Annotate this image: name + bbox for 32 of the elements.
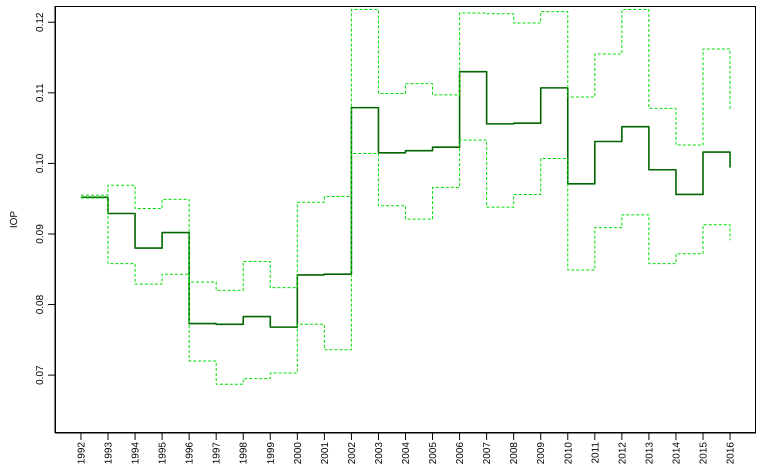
y-tick-label: 0.09: [35, 224, 46, 244]
x-tick-label: 1997: [212, 442, 223, 464]
y-tick-label: 0.11: [35, 83, 46, 102]
y-axis-title: IOP: [9, 210, 20, 228]
x-tick-label: 1993: [104, 442, 115, 464]
x-tick-label: 1996: [184, 442, 196, 464]
y-tick-label: 0.10: [35, 153, 46, 174]
y-tick-label: 0.07: [35, 364, 46, 385]
x-tick-label: 2006: [455, 442, 466, 464]
x-tick-label: 2014: [671, 442, 682, 464]
x-tick-label: 2008: [509, 442, 520, 464]
x-tick-label: 2002: [346, 442, 358, 464]
x-tick-label: 2015: [698, 442, 710, 464]
x-tick-label: 2007: [482, 442, 494, 464]
x-tick-label: 1994: [130, 442, 142, 464]
x-tick-label: 1995: [158, 442, 169, 464]
x-tick-label: 1999: [266, 442, 277, 464]
x-tick-label: 2016: [726, 442, 737, 464]
x-tick-label: 2013: [644, 442, 656, 464]
x-tick-label: 2011: [590, 442, 602, 464]
y-tick-label: 0.12: [35, 12, 46, 32]
x-tick-label: 1998: [238, 442, 250, 464]
x-tick-label: 2003: [374, 442, 385, 464]
x-tick-label: 1992: [76, 442, 88, 464]
x-tick-label: 2009: [536, 442, 548, 464]
x-tick-label: 2004: [401, 442, 412, 464]
x-tick-label: 2012: [617, 442, 628, 464]
x-tick-label: 2005: [428, 442, 440, 464]
y-tick-label: 0.08: [35, 294, 46, 314]
x-tick-label: 2010: [563, 442, 574, 464]
x-tick-label: 2000: [292, 442, 304, 464]
x-tick-label: 2001: [320, 442, 331, 464]
